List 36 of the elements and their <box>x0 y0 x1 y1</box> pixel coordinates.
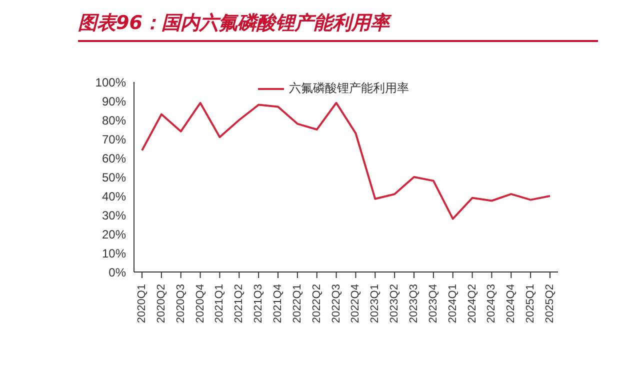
x-tick-label: 2025Q2 <box>544 284 556 324</box>
x-tick-label: 2020Q2 <box>155 284 168 324</box>
x-tick-label: 2023Q4 <box>427 284 440 324</box>
y-tick-label: 60% <box>102 151 126 166</box>
y-tick-label: 30% <box>102 208 126 222</box>
x-tick-label: 2024Q2 <box>466 284 478 324</box>
x-tick-label: 2022Q3 <box>330 284 342 324</box>
legend-label: 六氟磷酸锂产能利用率 <box>289 80 409 97</box>
x-tick-label: 2022Q2 <box>310 284 323 324</box>
y-tick-label: 10% <box>102 246 126 260</box>
y-tick-label: 70% <box>102 132 126 146</box>
x-tick-label: 2021Q4 <box>272 284 284 324</box>
y-tick-label: 40% <box>102 189 126 204</box>
x-tick-label: 2021Q1 <box>214 284 226 324</box>
x-tick-label: 2024Q3 <box>486 284 498 324</box>
x-tick-label: 2022Q1 <box>291 284 304 324</box>
x-tick-label: 2020Q1 <box>136 284 148 324</box>
y-tick-label: 100% <box>95 75 126 90</box>
x-tick-label: 2025Q1 <box>524 284 537 324</box>
x-tick-label: 2023Q2 <box>388 284 401 324</box>
x-tick-label: 2020Q3 <box>174 284 187 324</box>
line-series <box>141 102 551 220</box>
y-tick-label: 90% <box>102 94 126 108</box>
y-tick-label: 80% <box>102 113 126 128</box>
x-tick-label: 2021Q2 <box>233 284 246 324</box>
x-tick-label: 2022Q4 <box>350 284 362 324</box>
x-tick-label: 2023Q1 <box>369 284 382 324</box>
x-tick-label: 2021Q3 <box>252 284 265 324</box>
x-tick-label: 2023Q3 <box>408 284 420 324</box>
x-tick-label: 2024Q4 <box>505 284 518 324</box>
chart-title: 图表96：国内六氟磷酸锂产能利用率 <box>78 10 598 42</box>
y-tick-label: 0% <box>108 265 126 280</box>
y-tick-label: 20% <box>102 227 126 242</box>
x-tick-label: 2020Q4 <box>194 284 206 324</box>
y-tick-label: 50% <box>102 170 126 184</box>
x-tick-label: 2024Q1 <box>446 284 459 324</box>
